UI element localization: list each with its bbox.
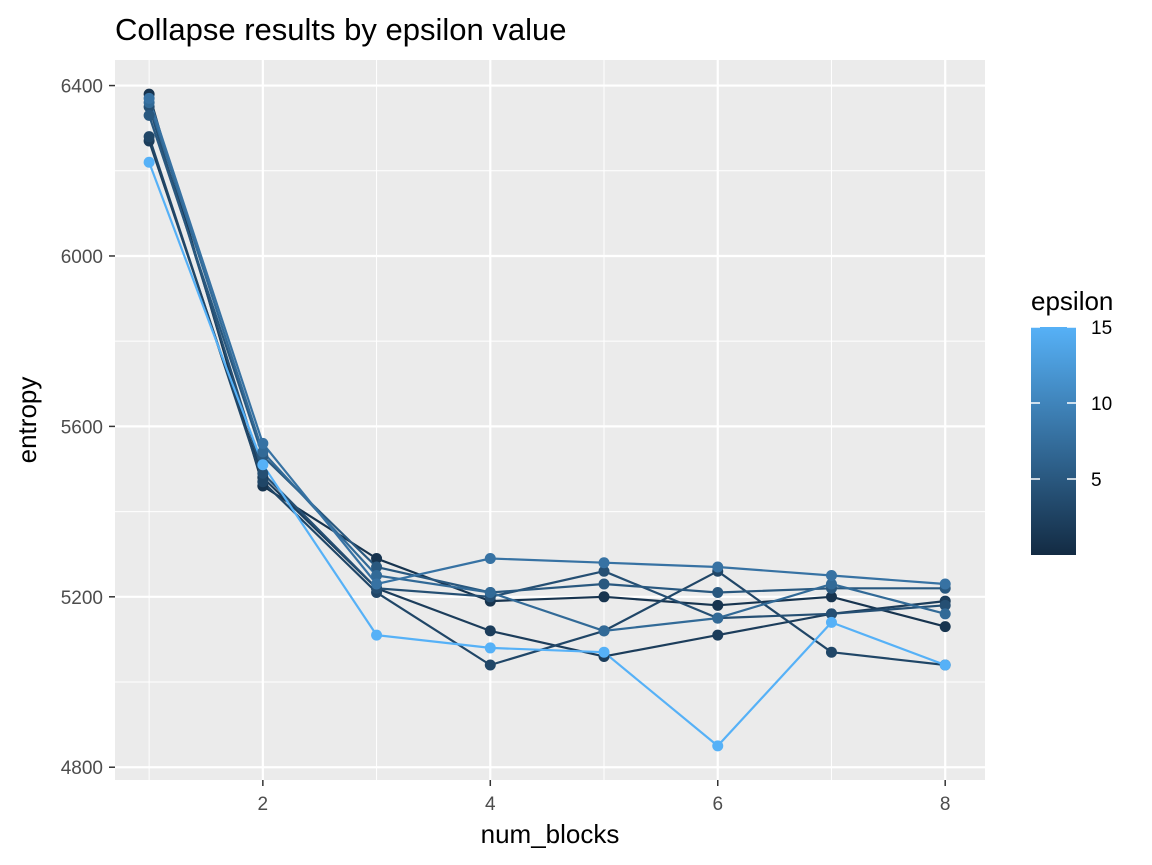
y-tick-label: 5200 [61, 588, 103, 609]
data-point [143, 109, 155, 121]
y-tick-label: 6400 [61, 77, 103, 98]
x-axis: 2 4 6 8 [258, 780, 951, 815]
data-point [371, 570, 383, 582]
data-point [939, 608, 951, 620]
data-point [598, 565, 610, 577]
x-tick-label: 6 [712, 794, 723, 815]
data-point [825, 608, 837, 620]
legend: epsilon 5 10 15 [1031, 286, 1113, 555]
data-point [371, 561, 383, 573]
data-point [257, 446, 269, 458]
data-point [143, 92, 155, 104]
series-line [148, 102, 946, 633]
data-point [371, 552, 383, 564]
series-lines [148, 93, 946, 748]
data-point [257, 437, 269, 449]
legend-tick-label: 5 [1091, 470, 1102, 491]
series-line [148, 93, 946, 628]
data-point [939, 659, 951, 671]
data-point [257, 459, 269, 471]
data-point [484, 625, 496, 637]
data-point [825, 646, 837, 658]
data-point [257, 476, 269, 488]
data-point [598, 557, 610, 569]
data-point [939, 578, 951, 590]
legend-tick-label: 15 [1091, 318, 1112, 339]
data-point [712, 612, 724, 624]
data-point [825, 591, 837, 603]
data-point [825, 616, 837, 628]
plot-panel [115, 60, 985, 780]
y-tick-label: 4800 [61, 758, 103, 779]
series-line [148, 140, 946, 658]
y-axis-title: entropy [12, 377, 42, 464]
x-axis-title: num_blocks [481, 819, 620, 849]
data-point [939, 621, 951, 633]
data-point [598, 578, 610, 590]
data-point [484, 552, 496, 564]
data-point [598, 625, 610, 637]
series-points [143, 88, 951, 752]
minor-gridlines [115, 60, 985, 780]
data-point [712, 599, 724, 611]
series-line [148, 161, 946, 748]
series-line [148, 136, 946, 667]
data-point [143, 131, 155, 143]
data-point [484, 659, 496, 671]
data-point [712, 587, 724, 599]
data-point [825, 578, 837, 590]
data-point [712, 740, 724, 752]
data-point [712, 629, 724, 641]
data-point [598, 646, 610, 658]
y-tick-label: 6000 [61, 247, 103, 268]
data-point [712, 561, 724, 573]
data-point [257, 467, 269, 479]
data-point [825, 570, 837, 582]
data-point [143, 156, 155, 168]
y-tick-label: 5600 [61, 417, 103, 438]
data-point [484, 587, 496, 599]
data-point [939, 599, 951, 611]
legend-title: epsilon [1031, 286, 1113, 316]
x-tick-label: 2 [258, 794, 269, 815]
data-point [484, 642, 496, 654]
data-point [598, 591, 610, 603]
data-point [371, 629, 383, 641]
legend-colorbar [1031, 327, 1076, 555]
legend-tick-label: 10 [1091, 394, 1112, 415]
x-tick-label: 8 [940, 794, 951, 815]
chart-title: Collapse results by epsilon value [115, 12, 566, 47]
series-line [148, 97, 946, 586]
legend-ticks: 5 10 15 [1031, 318, 1112, 491]
x-tick-label: 4 [485, 794, 496, 815]
y-axis: 4800 5200 5600 6000 6400 [61, 77, 115, 779]
data-point [371, 578, 383, 590]
